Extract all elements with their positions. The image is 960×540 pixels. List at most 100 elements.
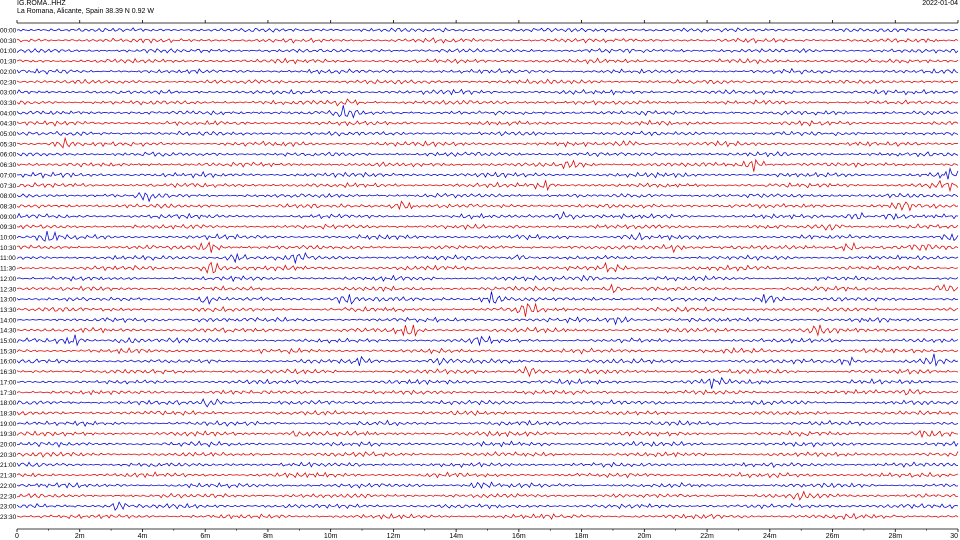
row-time-label: 10:30 — [0, 245, 17, 252]
row-time-label: 01:30 — [0, 59, 17, 66]
row-time-label: 16:00 — [0, 359, 17, 366]
seismogram-trace — [16, 88, 959, 96]
row-time-label: 13:00 — [0, 297, 17, 304]
row-time-label: 13:30 — [0, 307, 17, 314]
station-code: IG.ROMA..HHZ — [17, 0, 66, 7]
row-time-label: 15:30 — [0, 348, 17, 355]
seismogram-trace — [16, 302, 959, 317]
x-tick-label: 20m — [638, 533, 652, 540]
row-time-label: 16:30 — [0, 369, 17, 376]
row-time-label: 22:30 — [0, 493, 17, 500]
seismogram-trace — [16, 105, 959, 119]
seismogram-trace — [16, 283, 959, 294]
seismogram-trace — [16, 251, 959, 265]
seismogram-trace — [16, 158, 959, 172]
row-time-label: 07:30 — [0, 183, 17, 190]
row-time-label: 00:30 — [0, 38, 17, 45]
seismogram-trace — [16, 98, 959, 107]
row-time-label: 17:00 — [0, 379, 17, 386]
x-tick-label: 18m — [575, 533, 589, 540]
x-tick-label: 28m — [888, 533, 902, 540]
seismogram-trace — [16, 261, 959, 275]
row-time-label: 06:00 — [0, 152, 17, 159]
seismogram-trace — [16, 200, 959, 212]
seismogram-trace — [16, 57, 959, 65]
seismogram-trace — [16, 67, 959, 75]
row-time-label: 23:30 — [0, 514, 17, 521]
seismogram-trace — [16, 388, 959, 396]
seismogram-trace — [16, 419, 959, 427]
row-time-label: 04:00 — [0, 110, 17, 117]
seismogram-trace — [16, 119, 959, 127]
seismogram-trace — [16, 27, 959, 33]
row-time-label: 12:00 — [0, 276, 17, 283]
row-time-label: 09:30 — [0, 224, 17, 231]
row-time-label: 08:00 — [0, 193, 17, 200]
seismogram-trace — [16, 353, 959, 367]
row-time-label: 14:30 — [0, 328, 17, 335]
row-time-label: 07:00 — [0, 172, 17, 179]
seismogram-trace — [16, 501, 959, 511]
seismogram-trace — [16, 241, 959, 254]
row-time-label: 20:00 — [0, 442, 17, 449]
x-tick-label: 6m — [200, 533, 210, 540]
row-time-label: 21:30 — [0, 473, 17, 480]
seismogram-trace — [16, 191, 959, 203]
row-time-label: 18:00 — [0, 400, 17, 407]
seismogram-trace — [16, 48, 959, 54]
station-location: La Romana, Alicante, Spain 38.39 N 0.92 … — [17, 8, 154, 15]
row-time-label: 18:30 — [0, 410, 17, 417]
seismogram-trace — [16, 37, 959, 44]
row-time-label: 11:00 — [0, 255, 16, 262]
row-time-label: 22:00 — [0, 483, 17, 490]
x-tick-label: 0 — [15, 533, 19, 540]
x-tick-label: 12m — [387, 533, 401, 540]
row-time-label: 14:00 — [0, 317, 17, 324]
seismogram-trace — [16, 512, 959, 521]
seismogram-trace — [16, 481, 959, 489]
record-date: 2022-01-04 — [922, 0, 958, 7]
seismogram-trace — [16, 347, 959, 355]
x-tick-label: 14m — [449, 533, 463, 540]
seismogram-trace — [16, 274, 959, 283]
row-time-label: 09:00 — [0, 214, 17, 221]
x-tick-label: 8m — [263, 533, 273, 540]
row-time-label: 15:00 — [0, 338, 17, 345]
row-time-label: 04:30 — [0, 121, 17, 128]
row-time-label: 03:30 — [0, 100, 17, 107]
seismogram-trace — [16, 324, 959, 337]
seismogram-trace — [16, 429, 959, 439]
seismogram-trace — [16, 376, 959, 389]
seismogram-trace — [16, 409, 959, 416]
row-time-label: 20:30 — [0, 452, 17, 459]
x-tick-label: 2m — [75, 533, 85, 540]
x-tick-label: 30 — [950, 533, 958, 540]
seismogram-trace — [16, 291, 959, 305]
x-tick-label: 22m — [700, 533, 714, 540]
seismogram-trace — [16, 316, 959, 326]
seismogram-trace — [16, 130, 959, 137]
seismogram-trace — [16, 490, 959, 501]
row-time-label: 02:00 — [0, 69, 17, 76]
row-time-label: 00:00 — [0, 28, 17, 35]
row-time-label: 23:00 — [0, 504, 17, 511]
seismogram-trace — [16, 398, 959, 408]
row-time-label: 02:30 — [0, 79, 17, 86]
row-time-label: 10:00 — [0, 235, 17, 242]
seismogram-trace — [16, 440, 959, 448]
seismogram-trace — [16, 78, 959, 85]
row-time-label: 19:00 — [0, 421, 17, 428]
seismogram-trace — [16, 136, 959, 149]
seismogram-trace — [16, 210, 959, 221]
x-tick-label: 10m — [324, 533, 338, 540]
row-time-label: 11:30 — [0, 266, 16, 273]
x-tick-label: 24m — [763, 533, 777, 540]
row-time-label: 12:30 — [0, 286, 17, 293]
seismogram-trace — [16, 334, 959, 347]
seismogram-trace — [16, 471, 959, 479]
row-time-label: 19:30 — [0, 431, 17, 438]
row-time-label: 03:00 — [0, 90, 17, 97]
x-tick-label: 26m — [826, 533, 840, 540]
seismogram-trace — [16, 230, 959, 242]
